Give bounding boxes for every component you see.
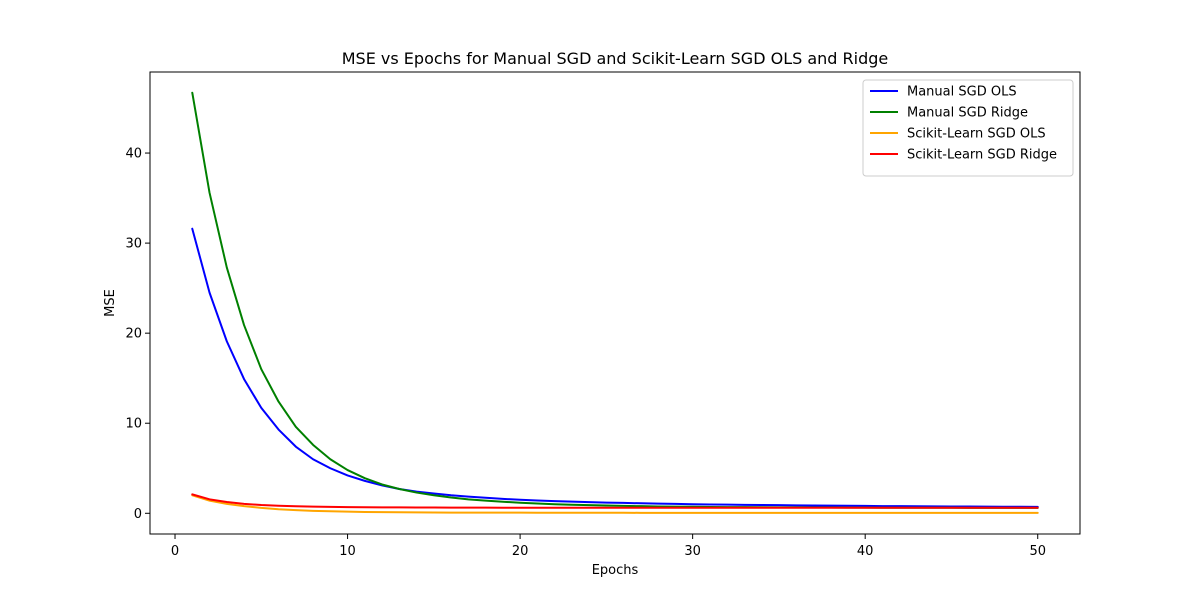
y-tick-label: 0 [134,507,142,522]
series-layer [191,91,1039,514]
legend-label-manual-sgd-ols: Manual SGD OLS [907,85,1017,100]
plot-area [149,71,1081,535]
y-tick-label: 30 [125,237,142,252]
x-tick-label: 40 [857,544,874,559]
x-tick-label: 30 [684,544,701,559]
y-axis-label: MSE [103,289,118,317]
plot-frame [149,71,1081,535]
x-axis-label: Epochs [592,563,639,578]
legend-box [862,79,1074,177]
y-axis: 0 10 20 30 40 [125,147,150,522]
legend: Manual SGD OLS Manual SGD Ridge Scikit-Lea… [862,79,1074,177]
y-tick-label: 10 [125,417,142,432]
x-tick-label: 10 [339,544,356,559]
y-tick-label: 40 [125,147,142,162]
x-axis: 0 10 20 30 40 50 [171,534,1046,559]
series-line-manual-sgd-ols [191,227,1039,508]
x-tick-label: 50 [1029,544,1046,559]
series-line-scikit-learn-sgd-ols [191,494,1039,514]
chart-title: MSE vs Epochs for Manual SGD and Scikit-… [342,49,889,68]
legend-label-scikit-learn-sgd-ols: Scikit-Learn SGD OLS [907,127,1046,142]
legend-label-scikit-learn-sgd-ridge: Scikit-Learn SGD Ridge [907,148,1057,163]
legend-label-manual-sgd-ridge: Manual SGD Ridge [907,106,1028,121]
x-tick-label: 0 [171,544,179,559]
series-line-scikit-learn-sgd-ridge [191,493,1039,509]
x-tick-label: 20 [512,544,529,559]
y-tick-label: 20 [125,327,142,342]
